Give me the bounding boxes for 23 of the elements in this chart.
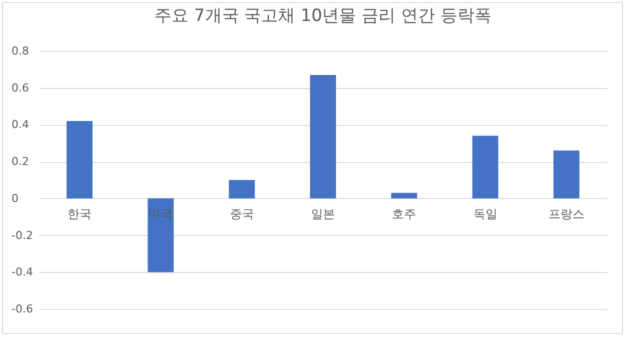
- y-tick-label: 0.4: [12, 118, 29, 132]
- y-tick-label: 0.2: [12, 155, 29, 168]
- y-tick-label: -0.2: [12, 228, 33, 242]
- bar: [66, 121, 93, 198]
- y-tick-label: 0: [12, 192, 18, 205]
- y-tick-label: 0.8: [12, 44, 29, 58]
- x-tick-label: 독일: [473, 206, 498, 221]
- y-tick-label: -0.6: [12, 302, 33, 316]
- x-tick-label: 프랑스: [548, 206, 584, 221]
- bar: [310, 74, 336, 198]
- x-tick-label: 일본: [311, 206, 335, 221]
- bar: [391, 192, 418, 198]
- x-tick-label: 한국: [68, 206, 92, 221]
- y-tick-label: -0.4: [12, 266, 33, 279]
- y-tick-label: 0.6: [12, 81, 29, 94]
- bar: [472, 136, 498, 198]
- chart-title: 주요 7개국 국고채 10년물 금리 연간 등락폭: [154, 6, 492, 26]
- x-tick-label: 중국: [230, 206, 254, 221]
- bar: [148, 198, 174, 272]
- bar: [553, 150, 580, 198]
- x-tick-label: 미국: [148, 206, 173, 221]
- bar: [228, 180, 255, 198]
- x-tick-label: 호주: [392, 206, 416, 221]
